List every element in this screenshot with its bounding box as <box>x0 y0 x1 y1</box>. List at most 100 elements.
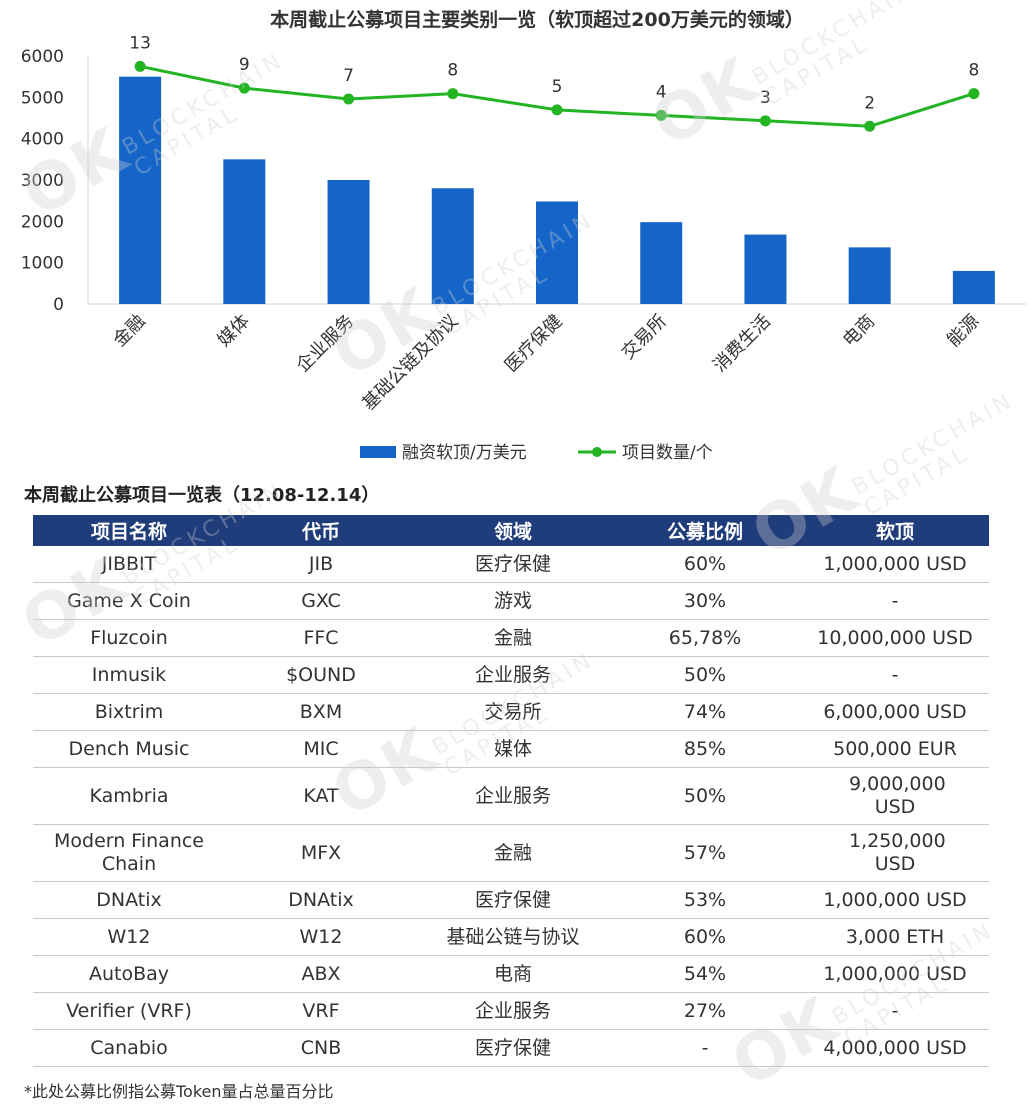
data-label: 2 <box>864 93 875 113</box>
table-cell: 企业服务 <box>417 767 609 825</box>
table-footnote: *此处公募比例指公募Token量占总量百分比 <box>24 1082 334 1101</box>
y-tick-label: 2000 <box>21 212 64 232</box>
table-cell: 54% <box>609 955 801 993</box>
table-cell: Fluzcoin <box>33 619 225 657</box>
table-cell: 9,000,000 USD <box>801 767 989 825</box>
table-header-row: 项目名称 代币 领域 公募比例 软顶 <box>33 515 989 546</box>
column-header: 领域 <box>417 515 609 546</box>
table-row: Kambria KAT 企业服务 50% 9,000,000 USD <box>33 767 989 825</box>
table-row: W12 W12 基础公链与协议 60% 3,000 ETH <box>33 918 989 956</box>
table-cell: MFX <box>225 824 417 882</box>
line-point <box>134 60 146 72</box>
bar <box>848 247 891 304</box>
table-cell: 企业服务 <box>417 992 609 1030</box>
table-cell: W12 <box>33 918 225 956</box>
table-cell: Dench Music <box>33 730 225 768</box>
bar <box>536 201 578 304</box>
table-cell: W12 <box>225 918 417 956</box>
table-cell: 1,000,000 USD <box>801 881 989 919</box>
column-header: 代币 <box>225 515 417 546</box>
table-cell: Game X Coin <box>33 582 225 620</box>
table-cell: 53% <box>609 881 801 919</box>
table-row: Bixtrim BXM 交易所 74% 6,000,000 USD <box>33 693 989 731</box>
table-title: 本周截止公募项目一览表（12.08-12.14） <box>24 485 380 506</box>
table-cell: DNAtix <box>225 881 417 919</box>
table-cell: Verifier (VRF) <box>33 992 225 1030</box>
table-cell: $OUND <box>225 656 417 694</box>
x-tick-label: 媒体 <box>214 311 254 351</box>
table-cell: Modern Finance Chain <box>33 824 225 882</box>
column-header: 软顶 <box>801 515 989 546</box>
legend-bar-label: 融资软顶/万美元 <box>402 443 527 463</box>
chart: 本周截止公募项目主要类别一览（软顶超过200万美元的领域） 0 1000 2000 3… <box>21 8 1026 463</box>
bar <box>744 234 787 304</box>
table-cell: 电商 <box>417 955 609 993</box>
legend-bar-swatch <box>360 446 396 458</box>
line-point <box>551 104 563 116</box>
table-cell: 金融 <box>417 619 609 657</box>
table-cell: 30% <box>609 582 801 620</box>
column-header: 公募比例 <box>609 515 801 546</box>
bar-series <box>119 76 995 305</box>
y-tick-label: 0 <box>53 295 64 315</box>
x-tick-label: 基础公链及协议 <box>358 311 462 415</box>
line-point <box>655 109 667 121</box>
table-cell: 60% <box>609 918 801 956</box>
table-cell: - <box>801 656 989 694</box>
table-cell: Kambria <box>33 767 225 825</box>
table-cell: FFC <box>225 619 417 657</box>
legend-line-marker <box>592 447 602 457</box>
table-row: AutoBay ABX 电商 54% 1,000,000 USD <box>33 955 989 993</box>
bar <box>640 222 683 304</box>
table-cell: 3,000 ETH <box>801 918 989 956</box>
y-tick-label: 4000 <box>21 130 64 150</box>
y-tick-label: 1000 <box>21 254 64 274</box>
data-label: 3 <box>760 88 771 108</box>
table-row: Inmusik $OUND 企业服务 50% - <box>33 656 989 694</box>
table-cell: 27% <box>609 992 801 1030</box>
column-header: 项目名称 <box>33 515 225 546</box>
bar <box>952 270 995 304</box>
table-cell: - <box>801 582 989 620</box>
table-cell: 医疗保健 <box>417 1029 609 1067</box>
bar <box>119 76 162 305</box>
data-label: 8 <box>968 61 979 81</box>
table-cell: 10,000,000 USD <box>801 619 989 657</box>
table-cell: Inmusik <box>33 656 225 694</box>
bar <box>431 188 474 304</box>
y-tick-label: 6000 <box>21 47 64 67</box>
table-cell: Bixtrim <box>33 693 225 731</box>
line-point <box>238 82 250 94</box>
line-series: 13 9 7 8 5 4 3 2 8 <box>129 33 980 132</box>
data-label: 5 <box>552 77 563 97</box>
table-cell: 交易所 <box>417 693 609 731</box>
legend-line-label: 项目数量/个 <box>622 443 713 463</box>
data-label: 8 <box>447 61 458 81</box>
table-cell: BXM <box>225 693 417 731</box>
table-cell: DNAtix <box>33 881 225 919</box>
x-tick-label: 医疗保健 <box>501 311 567 377</box>
table-cell: 50% <box>609 656 801 694</box>
table-cell: 1,250,000 USD <box>801 824 989 882</box>
data-label: 9 <box>239 55 250 75</box>
x-tick-label: 能源 <box>943 311 983 351</box>
data-label: 7 <box>343 66 354 86</box>
table-row: Canabio CNB 医疗保健 -4,000,000 USD <box>33 1029 989 1067</box>
table-cell: KAT <box>225 767 417 825</box>
project-table: 项目名称 代币 领域 公募比例 软顶 JIBBIT JIB 医疗保健 60% 1,000,000… <box>33 515 989 1067</box>
table-row: Modern Finance Chain MFX 金融 57% 1,250,000 US… <box>33 824 989 882</box>
x-tick-label: 消费生活 <box>709 311 775 377</box>
line-point <box>447 88 459 100</box>
table-cell: ABX <box>225 955 417 993</box>
table-cell: JIB <box>225 546 417 583</box>
table-row: Game X Coin GXC 游戏 30% - <box>33 582 989 620</box>
table-cell: Canabio <box>33 1029 225 1067</box>
x-tick-label: 企业服务 <box>292 311 358 377</box>
data-label: 13 <box>129 33 151 53</box>
table-cell: 1,000,000 USD <box>801 546 989 583</box>
legend: 融资软顶/万美元 项目数量/个 <box>360 443 713 463</box>
y-tick-label: 5000 <box>21 88 64 108</box>
table-cell: - <box>609 1029 801 1067</box>
table-cell: GXC <box>225 582 417 620</box>
y-axis: 0 1000 2000 3000 4000 5000 6000 <box>21 47 64 315</box>
